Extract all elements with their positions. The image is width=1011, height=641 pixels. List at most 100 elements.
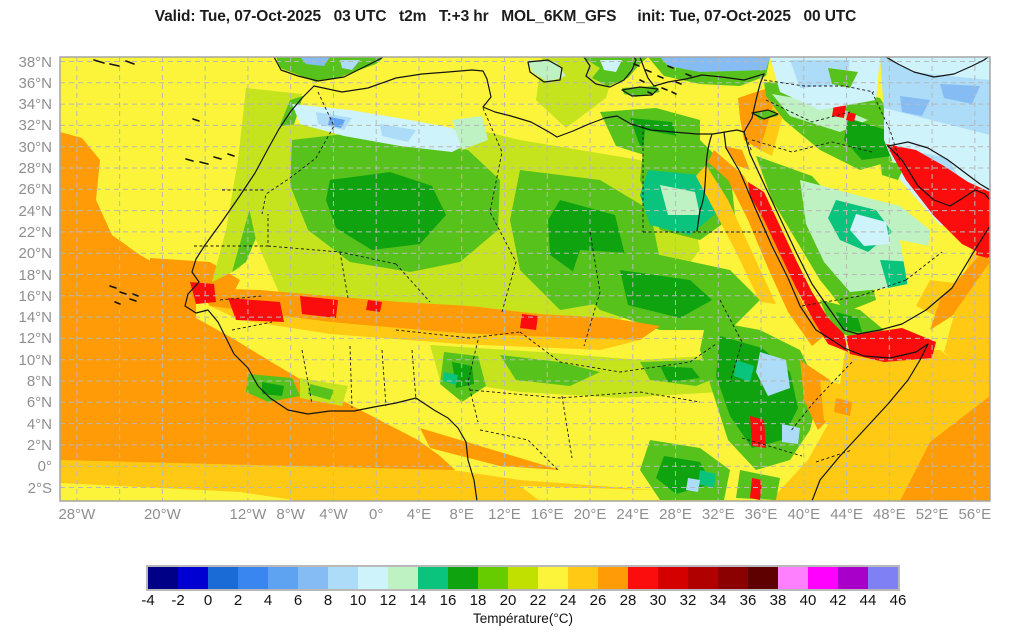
colorbar-cell: [628, 567, 658, 589]
lat-tick-label: 12°N: [18, 330, 52, 348]
country-border: [751, 139, 873, 153]
island-mark: [199, 161, 209, 165]
temp-region: [366, 300, 382, 312]
colorbar-tick: 2: [233, 592, 243, 609]
island-mark: [639, 79, 645, 83]
colorbar-cell: [418, 567, 448, 589]
temp-region: [190, 282, 216, 304]
country-border: [219, 295, 263, 301]
colorbar-cell: [208, 567, 238, 589]
colorbar-tick: 42: [829, 592, 847, 609]
colorbar-tick: 30: [649, 592, 667, 609]
temp-region: [308, 384, 334, 400]
colorbar-cell: [328, 567, 358, 589]
colorbar-tick: 0: [203, 592, 213, 609]
colorbar-tick: 22: [529, 592, 547, 609]
temp-region: [620, 270, 712, 318]
lon-tick-label: 16°E: [530, 506, 564, 523]
temp-region: [772, 94, 868, 132]
country-border: [741, 437, 803, 457]
temperature-colorbar: [146, 565, 900, 591]
island-mark: [671, 91, 677, 95]
country-border: [905, 251, 943, 281]
lat-tick-label: 34°N: [18, 96, 52, 114]
temp-region: [708, 150, 824, 346]
lat-tick-label: 14°N: [18, 309, 52, 327]
temp-region: [660, 57, 770, 72]
lon-tick-label: 40°E: [787, 506, 821, 523]
colorbar-cell: [778, 567, 808, 589]
colorbar-cell: [298, 567, 328, 589]
temp-region: [738, 88, 776, 150]
colorbar-tick: 20: [499, 592, 517, 609]
colorbar-caption: Température(°C): [473, 611, 573, 626]
coastline: [621, 86, 659, 97]
lat-tick-label: 22°N: [18, 223, 52, 241]
country-border: [339, 251, 349, 299]
country-border: [411, 349, 417, 401]
temp-region: [340, 60, 360, 70]
colorbar-cell: [658, 567, 688, 589]
temp-region: [660, 366, 700, 382]
temp-region: [420, 428, 560, 470]
island-mark: [93, 59, 105, 64]
country-border: [482, 107, 517, 313]
colorbar-cell: [448, 567, 478, 589]
island-mark: [129, 298, 137, 302]
colorbar-cell: [748, 567, 778, 589]
temp-region: [940, 84, 980, 104]
temp-region: [686, 478, 700, 492]
coastline: [696, 133, 713, 232]
country-border: [763, 79, 875, 93]
island-mark: [109, 63, 120, 67]
colorbar-cell: [538, 567, 568, 589]
country-border: [349, 345, 353, 409]
island-mark: [185, 158, 194, 162]
coastline: [639, 57, 765, 87]
country-border: [479, 429, 559, 471]
lon-tick-label: 8°E: [449, 506, 474, 523]
island-mark: [633, 63, 640, 67]
island-mark: [675, 81, 682, 85]
colorbar-cell: [178, 567, 208, 589]
island-mark: [109, 285, 117, 289]
island-mark: [119, 291, 127, 295]
island-mark: [114, 301, 121, 305]
coastline: [887, 145, 990, 207]
temp-region: [600, 60, 622, 72]
country-border: [789, 361, 853, 433]
coastline: [743, 131, 751, 155]
coastline: [743, 73, 765, 133]
temp-region: [60, 132, 455, 470]
coastline: [273, 57, 384, 82]
temp-region: [60, 483, 300, 501]
lat-tick-label: 26°N: [18, 181, 52, 199]
colorbar-tick: -4: [141, 592, 155, 609]
coastline: [887, 141, 990, 191]
colorbar-tick: 46: [889, 592, 907, 609]
temp-region: [756, 352, 790, 396]
lat-tick-label: 20°N: [18, 245, 52, 263]
lon-tick-label: 56°E: [958, 506, 992, 523]
lon-tick-label: 28°W: [58, 506, 96, 523]
colorbar-tick: 16: [439, 592, 457, 609]
lat-tick-label: 2°N: [26, 436, 52, 454]
colorbar-tick: 18: [469, 592, 487, 609]
colorbar-tick: 34: [709, 592, 727, 609]
lat-tick-label: 36°N: [18, 74, 52, 92]
island-mark: [227, 153, 235, 157]
colorbar-cell: [478, 567, 508, 589]
lat-tick-label: 8°N: [26, 373, 52, 390]
lat-tick-label: 28°N: [18, 160, 52, 177]
temp-region: [886, 57, 990, 80]
temp-region: [724, 146, 750, 170]
temp-region: [520, 314, 538, 330]
lat-tick-label: 32°N: [18, 117, 52, 135]
country-border: [815, 449, 853, 463]
island-mark: [192, 118, 200, 122]
temp-region: [734, 360, 754, 382]
temp-region: [380, 124, 416, 142]
country-borders: [194, 79, 943, 471]
island-mark: [125, 60, 135, 65]
